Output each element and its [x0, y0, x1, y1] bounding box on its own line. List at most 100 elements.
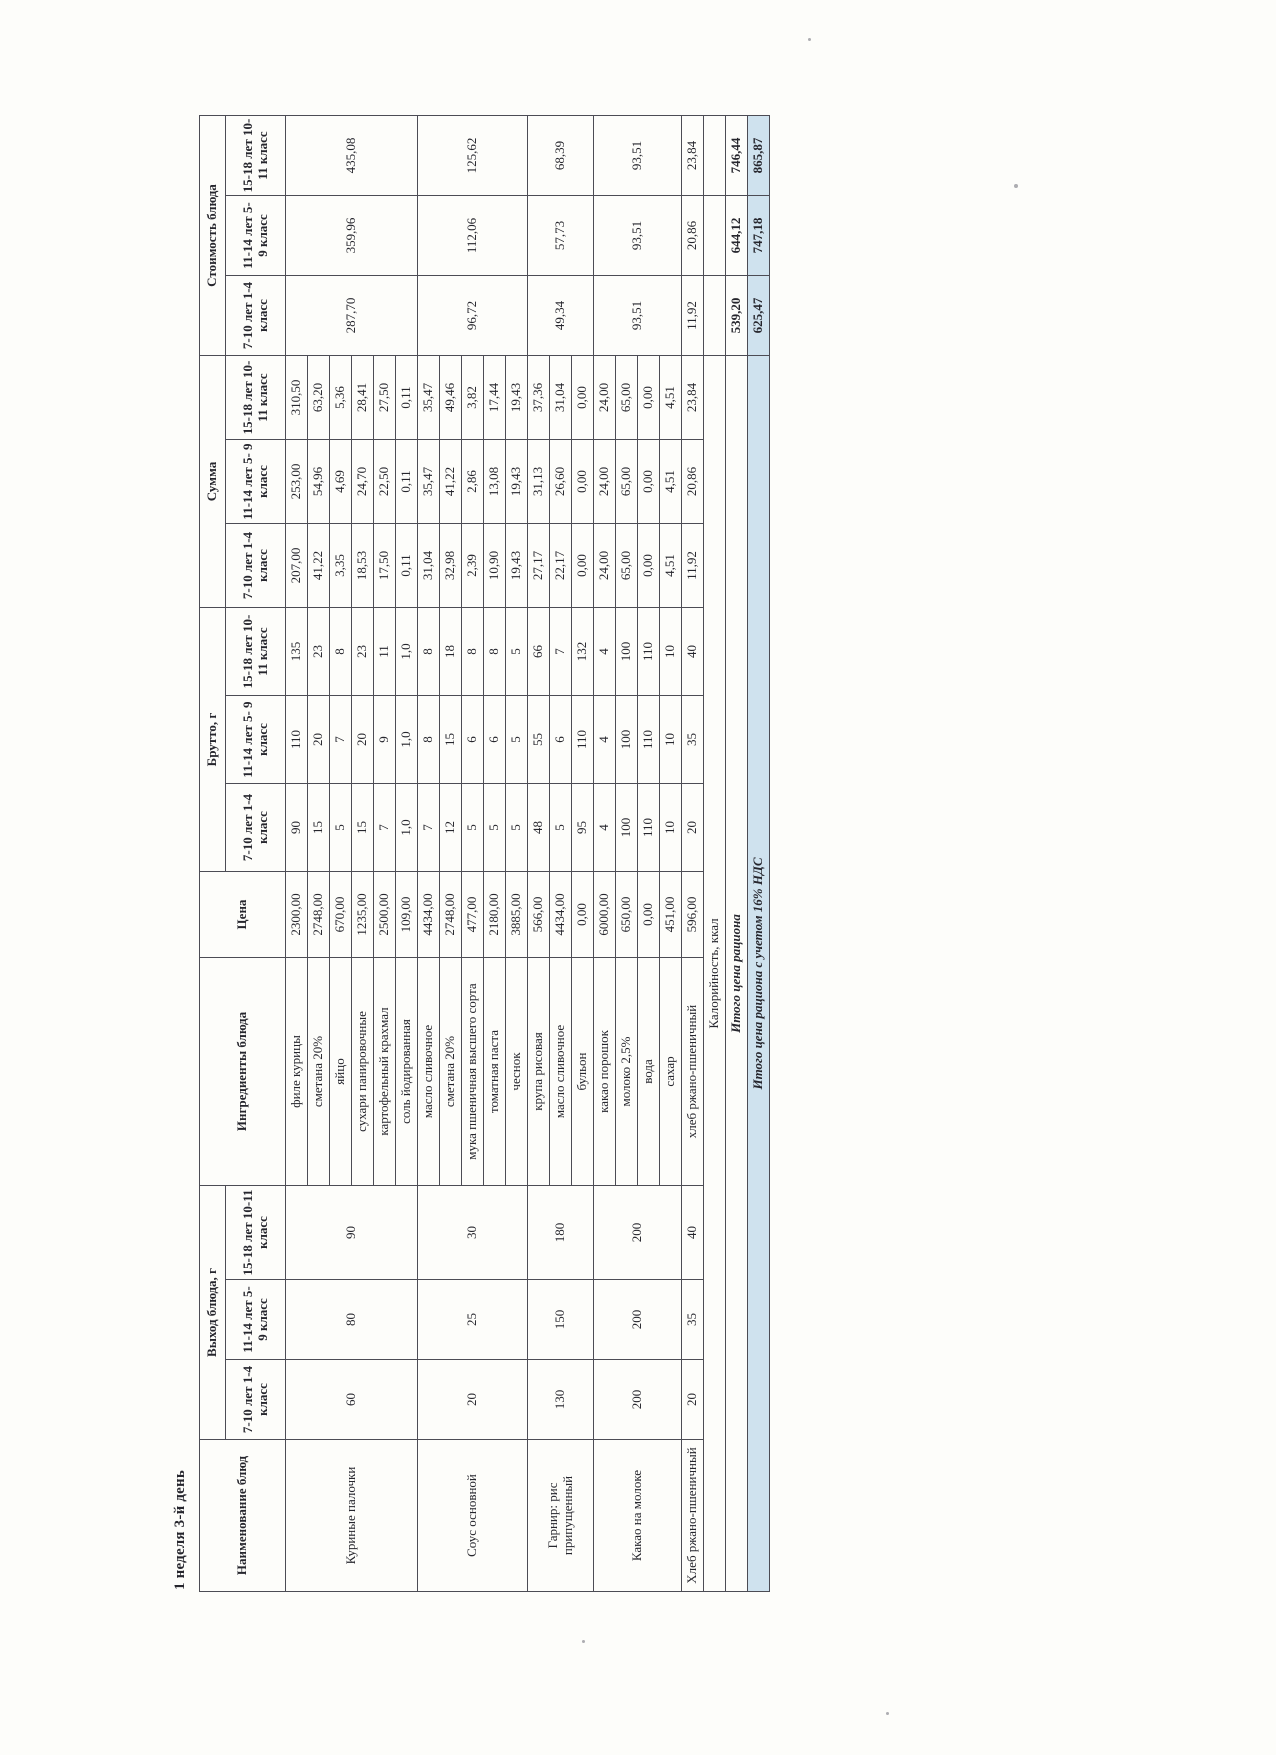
col-header-price: Цена [199, 871, 286, 958]
brutto-cell: 10 [659, 695, 682, 784]
summa-cell: 5,36 [329, 355, 352, 440]
col-header-age-1: 11-14 лет 5- 9 класс [225, 695, 286, 784]
summa-cell: 22,17 [549, 523, 572, 608]
brutto-cell: 5 [329, 783, 352, 872]
summa-cell: 0,11 [395, 523, 418, 608]
price-cell: 650,00 [615, 871, 638, 958]
col-header-age-0: 7-10 лет 1-4 класс [225, 1359, 286, 1440]
summa-cell: 37,36 [527, 355, 550, 440]
vyhod-cell: 80 [285, 1279, 418, 1360]
stoimost-cell: 49,34 [527, 275, 594, 356]
brutto-cell: 90 [285, 783, 308, 872]
brutto-cell: 48 [527, 783, 550, 872]
price-cell: 2748,00 [307, 871, 330, 958]
ingredient-cell: бульон [571, 957, 594, 1186]
footer-value-cell: 625,47 [747, 275, 770, 356]
ingredient-row: Куриные палочки 60 80 90 филе курицы 2300,00 9… [285, 115, 418, 1592]
brutto-cell: 11 [373, 607, 396, 696]
summa-cell: 31,04 [549, 355, 572, 440]
summa-cell: 17,44 [483, 355, 506, 440]
brutto-cell: 7 [417, 783, 440, 872]
price-cell: 4434,00 [417, 871, 440, 958]
vyhod-cell: 60 [285, 1359, 418, 1440]
brutto-cell: 66 [527, 607, 550, 696]
summa-cell: 0,00 [637, 523, 660, 608]
footer-label-cell: Итого цена рациона [725, 355, 748, 1592]
brutto-cell: 15 [439, 695, 462, 784]
vyhod-cell: 180 [527, 1185, 594, 1280]
vyhod-cell: 90 [285, 1185, 418, 1280]
summa-cell: 10,90 [483, 523, 506, 608]
vyhod-cell: 200 [593, 1359, 682, 1440]
footer-value-cell: 865,87 [747, 115, 770, 196]
ingredient-cell: томатная паста [483, 957, 506, 1186]
summa-cell: 24,00 [593, 439, 616, 524]
brutto-cell: 8 [483, 607, 506, 696]
brutto-cell: 9 [373, 695, 396, 784]
summa-cell: 4,51 [659, 355, 682, 440]
ingredient-cell: масло сливочное [549, 957, 572, 1186]
summa-cell: 65,00 [615, 355, 638, 440]
vyhod-cell: 25 [417, 1279, 528, 1360]
brutto-cell: 20 [307, 695, 330, 784]
brutto-cell: 8 [417, 607, 440, 696]
summa-cell: 0,00 [571, 355, 594, 440]
footer-value-cell: 747,18 [747, 195, 770, 276]
ingredient-cell: какао порошок [593, 957, 616, 1186]
summa-cell: 310,50 [285, 355, 308, 440]
summa-cell: 17,50 [373, 523, 396, 608]
brutto-cell: 4 [593, 695, 616, 784]
brutto-cell: 8 [417, 695, 440, 784]
summa-cell: 54,96 [307, 439, 330, 524]
ingredient-cell: сметана 20% [307, 957, 330, 1186]
vyhod-cell: 35 [681, 1279, 704, 1360]
summa-cell: 23,84 [681, 355, 704, 440]
brutto-cell: 15 [307, 783, 330, 872]
summa-cell: 24,00 [593, 355, 616, 440]
stoimost-cell: 112,06 [417, 195, 528, 276]
summa-cell: 253,00 [285, 439, 308, 524]
summa-cell: 3,82 [461, 355, 484, 440]
ingredient-row: Гарнир: рис припущенный 130 150 180 крупа ри… [527, 115, 594, 1592]
brutto-cell: 7 [329, 695, 352, 784]
col-header-age-2: 15-18 лет 10-11 класс [225, 115, 286, 196]
ingredient-row: Хлеб ржано-пшеничный 20 35 40 хлеб ржано-пше… [681, 115, 704, 1592]
col-header-name: Наименование блюд [199, 1439, 286, 1592]
col-header-age-2: 15-18 лет 10-11 класс [225, 355, 286, 440]
menu-cost-table: Наименование блюд Выход блюда, г Ингредиен… [199, 115, 770, 1592]
ingredient-cell: сметана 20% [439, 957, 462, 1186]
summa-cell: 31,13 [527, 439, 550, 524]
footer-value-cell: 644,12 [725, 195, 748, 276]
brutto-cell: 20 [351, 695, 374, 784]
stoimost-cell: 93,51 [593, 115, 682, 196]
dish-name-cell: Соус основной [417, 1439, 528, 1592]
ingredient-cell: чеснок [505, 957, 528, 1186]
summa-cell: 0,00 [571, 523, 594, 608]
ingredient-cell: мука пшеничная высшего сорта [461, 957, 484, 1186]
summa-cell: 18,53 [351, 523, 374, 608]
summa-cell: 2,39 [461, 523, 484, 608]
summa-cell: 4,69 [329, 439, 352, 524]
stoimost-cell: 68,39 [527, 115, 594, 196]
brutto-cell: 100 [615, 783, 638, 872]
stoimost-cell: 435,08 [285, 115, 418, 196]
footer-value-cell: 746,44 [725, 115, 748, 196]
ingredient-cell: молоко 2,5% [615, 957, 638, 1186]
summa-cell: 22,50 [373, 439, 396, 524]
brutto-cell: 5 [505, 607, 528, 696]
scan-speck [886, 1712, 889, 1715]
footer-label-cell: Калорийность, ккал [703, 355, 726, 1592]
summa-cell: 3,35 [329, 523, 352, 608]
brutto-cell: 110 [637, 695, 660, 784]
brutto-cell: 7 [549, 607, 572, 696]
brutto-cell: 4 [593, 607, 616, 696]
col-header-age-0: 7-10 лет 1-4 класс [225, 275, 286, 356]
brutto-cell: 110 [571, 695, 594, 784]
page-title: 1 неделя 3-й день [172, 1470, 188, 1590]
ingredient-cell: филе курицы [285, 957, 308, 1186]
col-header-age-0: 7-10 лет 1-4 класс [225, 783, 286, 872]
ingredient-cell: сахар [659, 957, 682, 1186]
price-cell: 1235,00 [351, 871, 374, 958]
col-header-stoimost-group: Стоимость блюда [199, 115, 226, 356]
